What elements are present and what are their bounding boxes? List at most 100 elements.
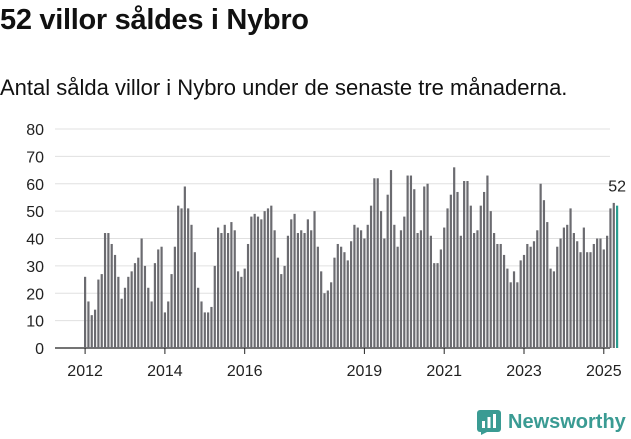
bar	[330, 282, 333, 348]
y-tick-label: 40	[26, 232, 44, 249]
bar	[210, 306, 213, 348]
bar	[120, 298, 123, 348]
bar	[369, 205, 373, 348]
bar	[350, 241, 353, 348]
bar	[406, 175, 409, 348]
bar	[502, 254, 506, 348]
bar	[379, 211, 383, 349]
bar	[353, 224, 356, 348]
bar	[486, 175, 489, 348]
y-tick-label: 60	[26, 177, 44, 194]
bar	[409, 175, 413, 348]
bar	[576, 241, 579, 348]
bar	[386, 194, 389, 348]
bar	[599, 238, 602, 348]
bar	[183, 186, 186, 348]
bar	[492, 233, 496, 348]
bar	[157, 249, 160, 348]
bar	[293, 213, 296, 348]
annotations: 52	[608, 179, 626, 196]
bar	[180, 208, 183, 348]
bar	[123, 287, 127, 348]
bar	[586, 252, 589, 348]
x-tick-label: 2014	[147, 363, 183, 380]
bar	[509, 282, 512, 348]
bar	[190, 224, 193, 348]
bar	[419, 230, 423, 348]
bar	[483, 191, 486, 348]
bar	[479, 205, 482, 348]
bar	[496, 243, 499, 348]
bar	[130, 271, 133, 348]
bar	[466, 181, 469, 348]
bar	[263, 211, 266, 349]
bar	[137, 257, 140, 348]
bar	[326, 290, 329, 348]
bar	[320, 271, 323, 348]
x-tick-label: 2016	[227, 363, 263, 380]
bar	[280, 274, 283, 348]
bar	[107, 233, 110, 348]
bar	[233, 230, 236, 348]
bar	[606, 235, 609, 348]
bar	[276, 257, 280, 348]
y-axis-ticks: 0 10 20 30 40 50 60 70 80	[26, 122, 44, 358]
bar	[343, 252, 346, 348]
bar	[236, 271, 240, 348]
bar	[306, 219, 309, 348]
x-tick-label: 2012	[67, 363, 103, 380]
bar	[469, 205, 472, 348]
x-tick-label: 2025	[586, 363, 622, 380]
y-tick-label: 0	[35, 341, 44, 358]
bar	[549, 268, 552, 348]
x-axis-ticks: 2012 2014 2016 2019 2021 2023 2025	[67, 348, 622, 380]
bar	[546, 222, 549, 348]
chart-subtitle: Antal sålda villor i Nybro under de sena…	[0, 75, 568, 100]
bar	[552, 271, 556, 348]
bar	[313, 211, 316, 349]
brand-logo: Newsworthy	[476, 408, 626, 436]
bar	[609, 208, 612, 348]
bar	[240, 276, 243, 348]
bar	[579, 252, 582, 348]
bar	[340, 246, 343, 348]
bar	[213, 265, 216, 349]
bar	[436, 263, 439, 348]
bar	[140, 238, 143, 348]
bar	[290, 219, 293, 348]
bars	[84, 167, 619, 349]
bar	[616, 205, 619, 348]
bar	[566, 224, 569, 348]
bar	[589, 252, 592, 348]
bar	[223, 224, 226, 348]
bar	[177, 205, 180, 348]
bar	[117, 276, 120, 348]
bar	[266, 208, 270, 348]
bar	[446, 208, 449, 348]
bar	[90, 315, 93, 348]
y-tick-label: 30	[26, 259, 44, 276]
bar	[529, 246, 532, 348]
bar	[612, 202, 615, 348]
y-tick-label: 80	[26, 122, 44, 139]
y-tick-label: 20	[26, 286, 44, 303]
bar	[310, 230, 313, 348]
bar	[127, 276, 130, 348]
bar	[323, 293, 326, 348]
bar	[246, 243, 250, 348]
bar	[506, 268, 509, 348]
newsworthy-logo-icon	[477, 410, 501, 435]
bar	[300, 230, 303, 348]
bar	[416, 233, 419, 348]
bar	[489, 211, 492, 349]
bar	[439, 249, 442, 348]
bar	[463, 181, 466, 348]
bar	[443, 227, 446, 348]
bar	[253, 213, 256, 348]
bar	[403, 216, 406, 348]
bar	[363, 238, 366, 348]
bar	[273, 230, 276, 348]
bar	[393, 224, 396, 348]
bar	[539, 183, 542, 348]
